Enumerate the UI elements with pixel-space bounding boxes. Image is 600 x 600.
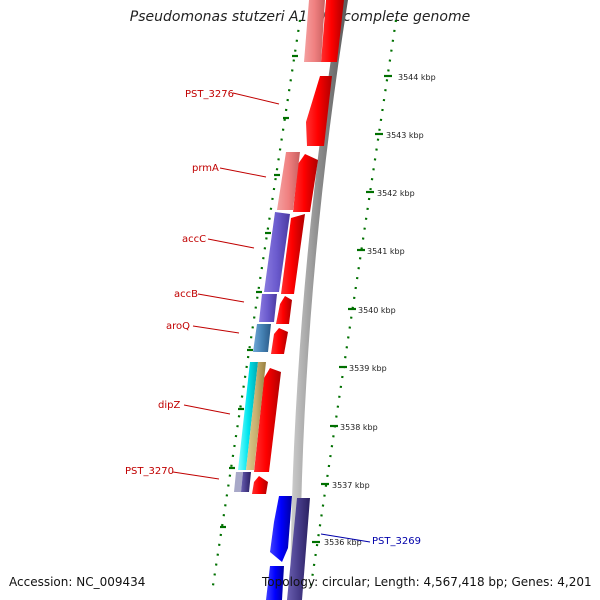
gene-label-aroQ[interactable]: aroQ xyxy=(166,321,190,332)
cog-steelblue-1 xyxy=(253,324,271,352)
outer-scale-ticks xyxy=(312,74,392,544)
cog-purple-2 xyxy=(259,294,277,322)
cds-forward-5 xyxy=(276,296,292,324)
map-title: Pseudomonas stutzeri A1501, complete gen… xyxy=(129,9,471,25)
cds-reverse-3 xyxy=(287,498,310,600)
gene-label-accC[interactable]: accC xyxy=(182,234,206,245)
gene-label-dipZ[interactable]: dipZ xyxy=(158,400,180,411)
cds-forward-6 xyxy=(271,328,288,354)
scale-label-3536: 3536 kbp xyxy=(324,538,362,547)
cds-reverse-1 xyxy=(270,496,292,562)
gene-label-pst3270[interactable]: PST_3270 xyxy=(125,466,174,477)
cds-forward-4 xyxy=(281,214,305,294)
gene-label-accB[interactable]: accB xyxy=(174,289,198,300)
scale-labels: 3544 kbp 3543 kbp 3542 kbp 3541 kbp 3540… xyxy=(324,73,436,547)
gene-label-pst3276[interactable]: PST_3276 xyxy=(185,89,234,100)
scale-label-3540: 3540 kbp xyxy=(358,306,396,315)
accession-text: Accession: NC_009434 xyxy=(9,575,146,589)
scale-label-3542: 3542 kbp xyxy=(377,189,415,198)
cog-colored-track xyxy=(234,0,325,492)
cds-forward-3 xyxy=(293,154,318,212)
cds-forward-8 xyxy=(252,476,268,494)
inner-track-major-ticks xyxy=(220,54,298,529)
cds-forward-2 xyxy=(306,76,332,146)
cog-tan-1 xyxy=(246,362,266,470)
forward-cds-track xyxy=(252,0,344,494)
topology-text: Topology: circular; Length: 4,567,418 bp… xyxy=(262,575,592,589)
cog-pink-1 xyxy=(304,0,325,62)
gene-label-prmA[interactable]: prmA xyxy=(192,163,219,174)
cog-slate-1 xyxy=(241,472,251,492)
scale-label-3538: 3538 kbp xyxy=(340,423,378,432)
scale-label-3543: 3543 kbp xyxy=(386,131,424,140)
cog-grey-1 xyxy=(234,472,243,492)
gene-labels: PST_3276 prmA accC accB aroQ dipZ PST_32… xyxy=(125,89,421,547)
cog-purple-1 xyxy=(264,212,290,292)
scale-label-3537: 3537 kbp xyxy=(332,481,370,490)
reverse-cds-track xyxy=(266,496,310,600)
cds-forward-7 xyxy=(254,368,281,472)
cog-cyan-1 xyxy=(238,362,258,470)
scale-label-3539: 3539 kbp xyxy=(349,364,387,373)
scale-label-3541: 3541 kbp xyxy=(367,247,405,256)
gene-leader-lines xyxy=(172,92,371,543)
cds-reverse-2 xyxy=(266,566,284,600)
cds-forward-1 xyxy=(321,0,344,62)
scale-label-3544: 3544 kbp xyxy=(398,73,436,82)
cog-pink-2 xyxy=(277,152,300,210)
gene-label-pst3269[interactable]: PST_3269 xyxy=(372,536,421,547)
